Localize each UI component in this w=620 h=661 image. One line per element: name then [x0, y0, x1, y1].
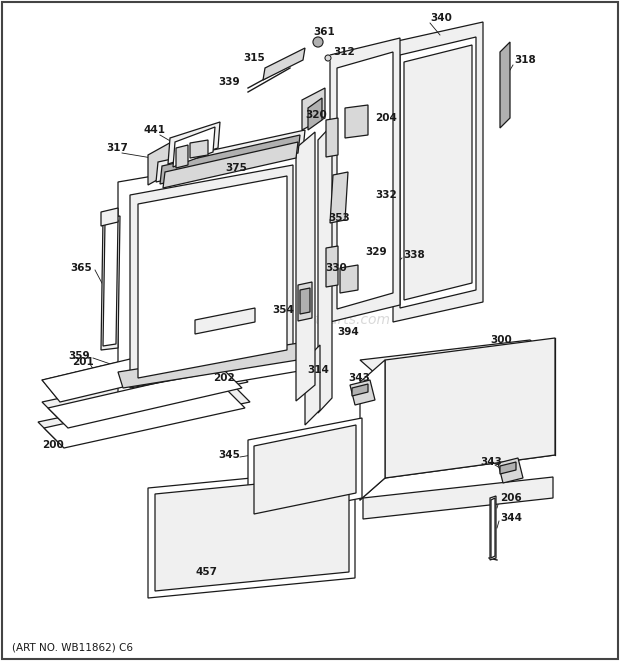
- Polygon shape: [38, 382, 250, 442]
- Polygon shape: [195, 308, 255, 334]
- Text: 345: 345: [218, 450, 240, 460]
- Polygon shape: [404, 45, 472, 300]
- Text: ReplacementParts.com: ReplacementParts.com: [229, 313, 391, 327]
- Polygon shape: [44, 388, 245, 448]
- Text: 343: 343: [480, 457, 502, 467]
- Text: 332: 332: [375, 190, 397, 200]
- Text: 312: 312: [333, 47, 355, 57]
- Polygon shape: [500, 42, 510, 128]
- Polygon shape: [491, 498, 495, 558]
- Polygon shape: [352, 384, 368, 396]
- Polygon shape: [500, 462, 516, 474]
- Polygon shape: [263, 48, 305, 80]
- Polygon shape: [400, 37, 476, 308]
- Polygon shape: [330, 172, 348, 223]
- Polygon shape: [155, 475, 349, 591]
- Text: 361: 361: [313, 27, 335, 37]
- Text: 375: 375: [225, 163, 247, 173]
- Polygon shape: [490, 496, 496, 560]
- Text: 343: 343: [348, 373, 370, 383]
- Text: 204: 204: [375, 113, 397, 123]
- Text: 353: 353: [328, 213, 350, 223]
- Polygon shape: [298, 282, 312, 321]
- Polygon shape: [302, 88, 325, 130]
- Polygon shape: [138, 176, 287, 378]
- Polygon shape: [330, 38, 400, 322]
- Polygon shape: [118, 150, 305, 402]
- Polygon shape: [130, 165, 293, 388]
- Polygon shape: [498, 458, 523, 483]
- Text: 201: 201: [72, 357, 94, 367]
- Polygon shape: [168, 122, 220, 164]
- Circle shape: [313, 37, 323, 47]
- Text: 457: 457: [195, 567, 217, 577]
- Polygon shape: [254, 425, 356, 514]
- Polygon shape: [300, 288, 310, 314]
- Polygon shape: [337, 52, 393, 309]
- Text: 315: 315: [243, 53, 265, 63]
- Polygon shape: [190, 140, 208, 158]
- Text: 359: 359: [68, 351, 90, 361]
- Polygon shape: [385, 338, 555, 478]
- Polygon shape: [118, 342, 310, 388]
- Polygon shape: [393, 22, 483, 322]
- Polygon shape: [326, 118, 338, 157]
- Polygon shape: [360, 360, 385, 500]
- Polygon shape: [48, 368, 242, 428]
- Text: 300: 300: [490, 335, 511, 345]
- Circle shape: [325, 55, 331, 61]
- Text: 338: 338: [403, 250, 425, 260]
- Polygon shape: [363, 477, 553, 519]
- Text: 394: 394: [337, 327, 359, 337]
- Polygon shape: [176, 145, 188, 168]
- Text: 318: 318: [514, 55, 536, 65]
- Text: 344: 344: [500, 513, 522, 523]
- Polygon shape: [345, 105, 368, 138]
- Text: 441: 441: [144, 125, 166, 135]
- Polygon shape: [101, 208, 118, 226]
- Text: 339: 339: [218, 77, 239, 87]
- Polygon shape: [308, 98, 322, 130]
- Text: 320: 320: [305, 110, 327, 120]
- Text: 314: 314: [307, 365, 329, 375]
- Text: 329: 329: [365, 247, 387, 257]
- Polygon shape: [156, 130, 305, 182]
- Text: 354: 354: [272, 305, 294, 315]
- Polygon shape: [318, 125, 332, 413]
- Polygon shape: [360, 340, 555, 382]
- Text: 200: 200: [42, 440, 64, 450]
- Polygon shape: [248, 418, 362, 520]
- Polygon shape: [173, 127, 215, 167]
- Polygon shape: [148, 468, 355, 598]
- Polygon shape: [148, 140, 175, 185]
- Polygon shape: [101, 216, 120, 350]
- Polygon shape: [103, 220, 118, 346]
- Polygon shape: [42, 362, 248, 422]
- Polygon shape: [326, 246, 338, 287]
- Polygon shape: [296, 132, 315, 401]
- Polygon shape: [305, 345, 320, 425]
- Polygon shape: [160, 135, 300, 184]
- Polygon shape: [340, 265, 358, 293]
- Text: 206: 206: [500, 493, 522, 503]
- Text: 317: 317: [106, 143, 128, 153]
- Polygon shape: [163, 142, 298, 188]
- Text: 202: 202: [213, 373, 235, 383]
- Polygon shape: [42, 340, 228, 402]
- Text: 330: 330: [325, 263, 347, 273]
- Polygon shape: [350, 380, 375, 405]
- Text: (ART NO. WB11862) C6: (ART NO. WB11862) C6: [12, 643, 133, 653]
- Text: 340: 340: [430, 13, 452, 23]
- Text: 365: 365: [70, 263, 92, 273]
